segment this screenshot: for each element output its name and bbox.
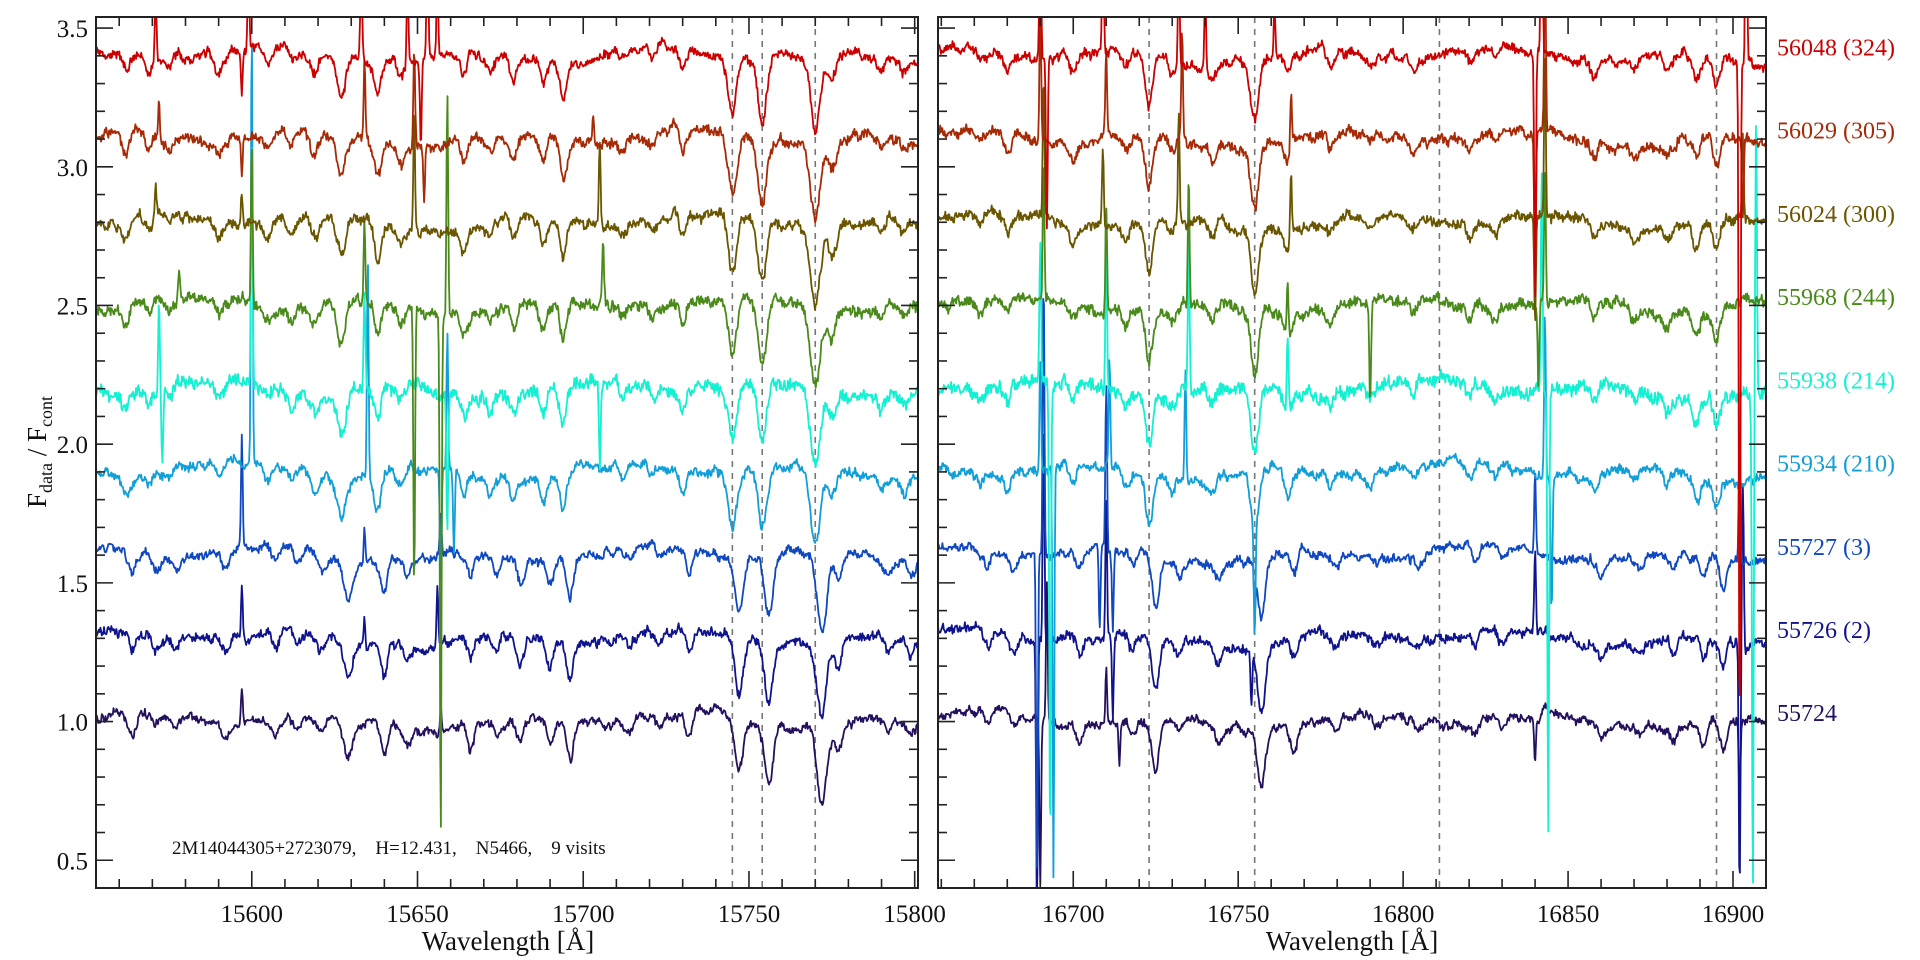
x-tick-label: 16800 (1372, 901, 1435, 928)
series-label-55726: 55726 (2) (1777, 618, 1871, 644)
spectrum-line-55968 (938, 167, 1766, 398)
series-label-56024: 56024 (300) (1777, 202, 1895, 228)
series-label-55724: 55724 (1777, 701, 1837, 727)
x-axis-label-right: Wavelength [Å] (1266, 926, 1439, 956)
x-tick-label: 15700 (552, 901, 615, 928)
star-annotation: 2M14044305+2723079, H=12.431, N5466, 9 v… (172, 838, 606, 859)
spectrum-line-56024 (938, 58, 1766, 322)
y-tick-label: 2.5 (57, 293, 88, 320)
spectrum-line-55934 (96, 45, 918, 582)
spectrum-line-55938 (96, 147, 918, 531)
series-label-56029: 56029 (305) (1777, 119, 1895, 145)
series-legend: 56048 (324) 56029 (305) 56024 (300) 55968 (… (1777, 36, 1895, 728)
y-tick-label: 1.5 (57, 571, 88, 598)
x-tick-label: 15800 (883, 901, 946, 928)
x-axis-label-left: Wavelength [Å] (422, 926, 595, 956)
spectrum-line-56024 (96, 114, 918, 311)
series-label-55727: 55727 (3) (1777, 535, 1871, 561)
spectrum-line-56029 (96, 53, 918, 224)
spectrum-line-55724 (96, 688, 918, 806)
series-label-56048: 56048 (324) (1777, 36, 1895, 62)
spectrum-line-55727 (96, 433, 918, 634)
series-label-55968: 55968 (244) (1777, 285, 1895, 311)
spectrum-line-55726 (96, 584, 918, 720)
y-tick-label: 3.5 (57, 16, 88, 43)
spectrum-line-55938 (938, 125, 1766, 884)
right-panel: 16700 16750 16800 16850 16900 (937, 16, 1767, 928)
y-tick-label: 2.0 (57, 432, 88, 459)
left-panel: 15600 15650 15700 15750 15800 0.5 1.0 1.5 2.0 2.5… (57, 16, 946, 928)
spectrum-line-55726 (938, 433, 1766, 888)
spectrum-line-55934 (938, 316, 1766, 879)
y-tick-label: 0.5 (57, 848, 88, 875)
x-tick-label: 16850 (1537, 901, 1600, 928)
x-tick-label: 15600 (221, 901, 284, 928)
series-label-55938: 55938 (214) (1777, 368, 1895, 394)
x-tick-label: 16750 (1207, 901, 1270, 928)
spectrum-line-55724 (938, 581, 1766, 886)
x-tick-label: 15750 (718, 901, 781, 928)
y-axis-label: Fdata / Fcont (22, 396, 56, 508)
y-tick-label: 1.0 (57, 710, 88, 737)
plot-frame (937, 16, 1767, 889)
x-tick-label: 16700 (1042, 901, 1105, 928)
spectrum-line-56048 (96, 17, 918, 142)
y-tick-label: 3.0 (57, 155, 88, 182)
spectrum-line-55968 (96, 95, 918, 828)
spectrum-line-56048 (938, 17, 1766, 697)
x-tick-label: 15650 (386, 901, 449, 928)
spectrum-line-56029 (938, 17, 1766, 294)
x-tick-label: 16900 (1702, 901, 1765, 928)
series-label-55934: 55934 (210) (1777, 452, 1895, 478)
plot-frame (95, 16, 919, 889)
spectrum-line-55727 (938, 297, 1766, 869)
